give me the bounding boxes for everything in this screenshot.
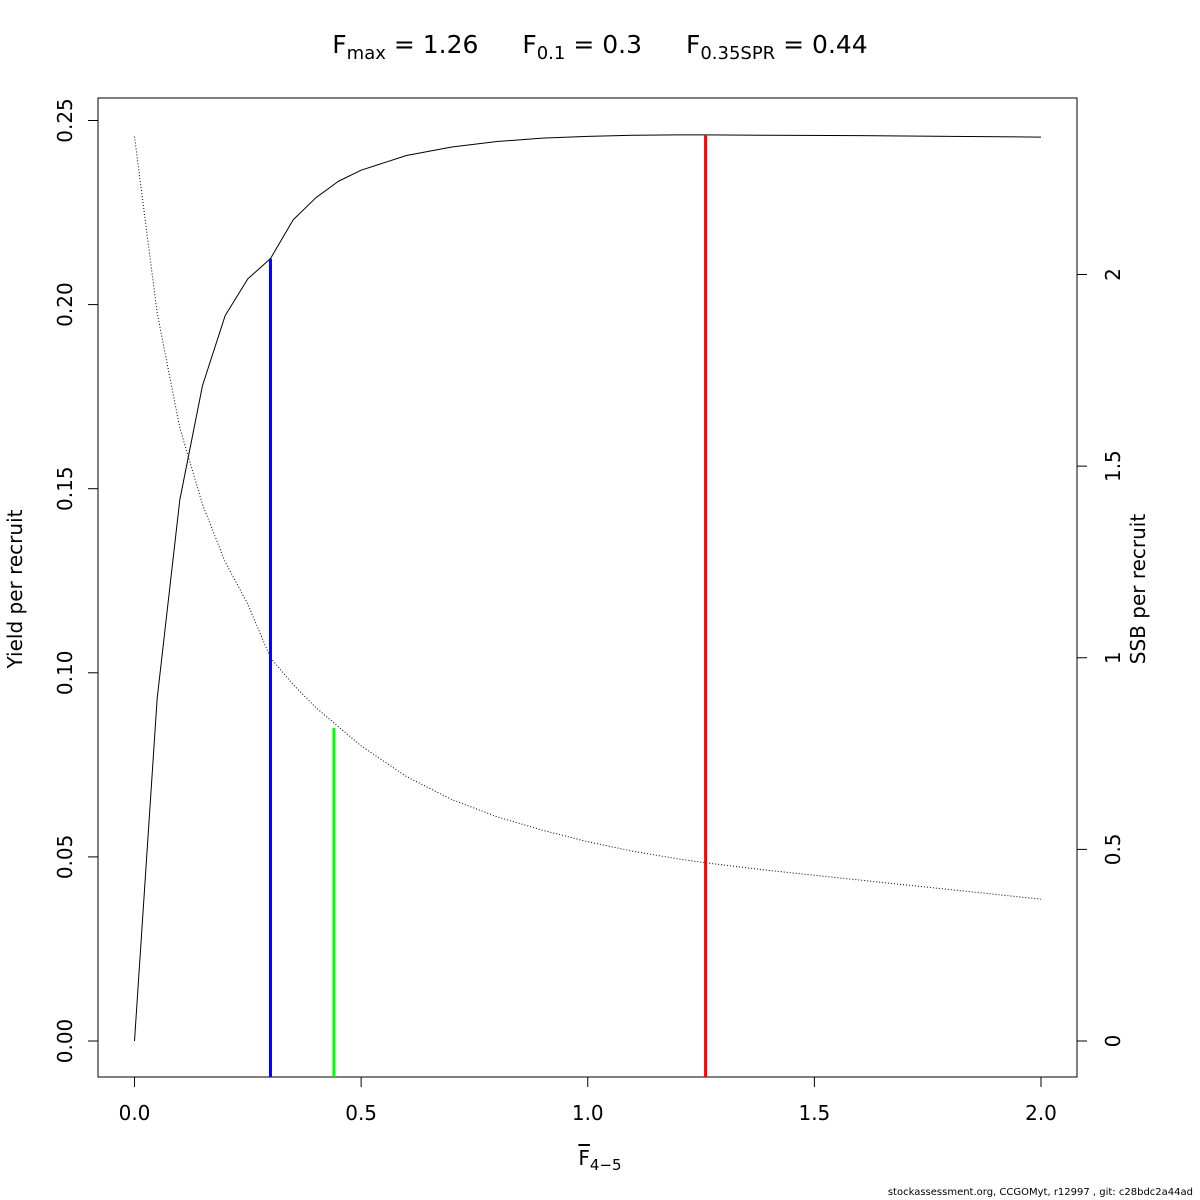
x-tick-label: 0.5 — [345, 1101, 377, 1125]
y-right-tick-label: 1.5 — [1101, 450, 1125, 482]
f01-label: F0.1 = 0.3 — [522, 30, 642, 64]
x-tick-label: 0.0 — [119, 1101, 151, 1125]
chart-title: Fmax = 1.26 F0.1 = 0.3 F0.35SPR = 0.44 — [0, 30, 1200, 64]
x-axis-label: F4−5 — [578, 1146, 622, 1174]
yield-per-recruit-curve — [134, 134, 1042, 1042]
fspr-label: F0.35SPR = 0.44 — [685, 30, 868, 64]
y-right-tick-label: 1 — [1101, 651, 1125, 664]
y-left-tick-label: 0.25 — [53, 98, 77, 143]
y-right-tick-label: 2 — [1101, 268, 1125, 281]
fmax-label: Fmax = 1.26 — [332, 30, 479, 64]
y-right-tick-label: 0 — [1101, 1035, 1125, 1048]
y-left-tick-label: 0.10 — [53, 651, 77, 696]
x-tick-label: 2.0 — [1025, 1101, 1057, 1125]
y-left-tick-label: 0.05 — [53, 835, 77, 880]
y-left-axis-label: Yield per recruit — [3, 509, 27, 669]
footer-credit: stockassessment.org, CCGOMyt, r12997 , g… — [887, 1187, 1193, 1198]
y-left-tick-label: 0.20 — [53, 282, 77, 327]
y-right-axis-label: SSB per recruit — [1126, 514, 1150, 665]
y-left-tick-label: 0.15 — [53, 466, 77, 511]
y-right-tick-label: 0.5 — [1101, 833, 1125, 865]
x-tick-label: 1.5 — [798, 1101, 830, 1125]
plot-frame — [97, 97, 1078, 1078]
y-left-tick-label: 0.00 — [53, 1019, 77, 1064]
x-tick-label: 1.0 — [572, 1101, 604, 1125]
